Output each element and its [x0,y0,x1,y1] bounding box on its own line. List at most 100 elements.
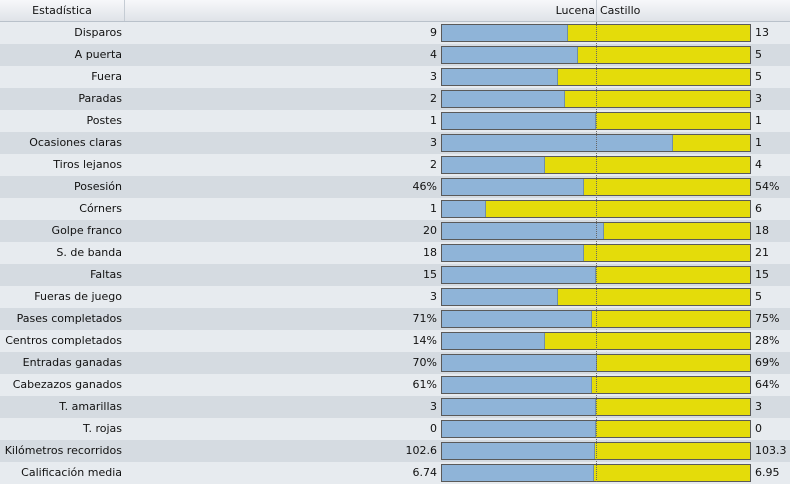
away-value: 5 [755,48,762,61]
table-row[interactable]: Cabezazos ganados 61% 64% [0,374,790,396]
table-row[interactable]: A puerta 4 5 [0,44,790,66]
column-header-home-team[interactable]: Lucena [555,4,595,17]
stat-label: Pases completados [16,312,122,325]
stat-label: Cabezazos ganados [12,378,122,391]
column-header-statistic[interactable]: Estadística [0,0,125,21]
away-value: 64% [755,378,780,391]
stat-label: Posesión [74,180,122,193]
home-value: 9 [430,26,437,39]
stat-label: Postes [86,114,122,127]
stat-label: Entradas ganadas [22,356,122,369]
home-value: 3 [430,290,437,303]
home-share-fill [442,25,569,41]
stat-label: T. amarillas [59,400,122,413]
center-divider-line [596,22,597,482]
home-value: 46% [412,180,437,193]
away-value: 28% [755,334,780,347]
home-share-fill [442,201,486,217]
away-value: 5 [755,70,762,83]
table-row[interactable]: Córners 1 6 [0,198,790,220]
home-share-fill [442,91,566,107]
home-share-fill [442,443,596,459]
home-share-fill [442,135,673,151]
table-row[interactable]: Paradas 2 3 [0,88,790,110]
away-value: 103.3 [755,444,787,457]
table-row[interactable]: Pases completados 71% 75% [0,308,790,330]
table-row[interactable]: Disparos 9 13 [0,22,790,44]
stat-label: Disparos [74,26,122,39]
table-row[interactable]: Fuera 3 5 [0,66,790,88]
stat-label: Córners [79,202,122,215]
table-row[interactable]: T. amarillas 3 3 [0,396,790,418]
stat-label: A puerta [74,48,122,61]
home-share-fill [442,421,596,437]
away-value: 6.95 [755,466,780,479]
home-share-fill [442,377,593,393]
home-share-fill [442,399,596,415]
away-value: 69% [755,356,780,369]
home-share-fill [442,69,558,85]
away-value: 3 [755,400,762,413]
header-divider [596,0,597,21]
table-row[interactable]: Posesión 46% 54% [0,176,790,198]
table-row[interactable]: Entradas ganadas 70% 69% [0,352,790,374]
table-row[interactable]: Centros completados 14% 28% [0,330,790,352]
home-share-fill [442,267,596,283]
stat-label: Faltas [90,268,122,281]
home-share-fill [442,355,598,371]
stat-label: S. de banda [56,246,122,259]
table-row[interactable]: T. rojas 0 0 [0,418,790,440]
home-value: 2 [430,92,437,105]
home-value: 61% [412,378,437,391]
home-value: 6.74 [412,466,438,479]
stat-label: Centros completados [5,334,122,347]
home-value: 102.6 [405,444,438,457]
home-value: 14% [412,334,437,347]
stat-label: Paradas [78,92,122,105]
away-value: 1 [755,114,762,127]
away-value: 0 [755,422,762,435]
home-share-fill [442,113,596,129]
table-row[interactable]: Calificación media 6.74 6.95 [0,462,790,484]
stat-label: Tiros lejanos [53,158,122,171]
home-value: 3 [430,136,437,149]
stat-label: Fuera [91,70,122,83]
home-share-fill [442,223,604,239]
away-value: 4 [755,158,762,171]
table-row[interactable]: Kilómetros recorridos 102.6 103.3 [0,440,790,462]
away-value: 54% [755,180,780,193]
stat-label: Ocasiones claras [29,136,122,149]
home-value: 1 [430,114,437,127]
table-row[interactable]: Ocasiones claras 3 1 [0,132,790,154]
table-row[interactable]: Golpe franco 20 18 [0,220,790,242]
away-value: 5 [755,290,762,303]
table-row[interactable]: Postes 1 1 [0,110,790,132]
home-share-fill [442,333,545,349]
home-value: 71% [412,312,437,325]
home-share-fill [442,311,592,327]
away-value: 21 [755,246,769,259]
home-value: 1 [430,202,437,215]
away-value: 6 [755,202,762,215]
away-value: 3 [755,92,762,105]
home-share-fill [442,289,558,305]
table-row[interactable]: Tiros lejanos 2 4 [0,154,790,176]
home-share-fill [442,47,578,63]
stat-label: Fueras de juego [34,290,122,303]
away-value: 15 [755,268,769,281]
home-share-fill [442,157,545,173]
stat-label: Kilómetros recorridos [4,444,122,457]
away-value: 18 [755,224,769,237]
home-value: 70% [412,356,437,369]
stat-label: T. rojas [83,422,122,435]
away-value: 1 [755,136,762,149]
home-share-fill [442,245,585,261]
column-header-away-team[interactable]: Castillo [600,4,641,17]
home-share-fill [442,465,594,481]
home-value: 0 [430,422,437,435]
home-value: 4 [430,48,437,61]
table-row[interactable]: Fueras de juego 3 5 [0,286,790,308]
table-row[interactable]: Faltas 15 15 [0,264,790,286]
table-row[interactable]: S. de banda 18 21 [0,242,790,264]
